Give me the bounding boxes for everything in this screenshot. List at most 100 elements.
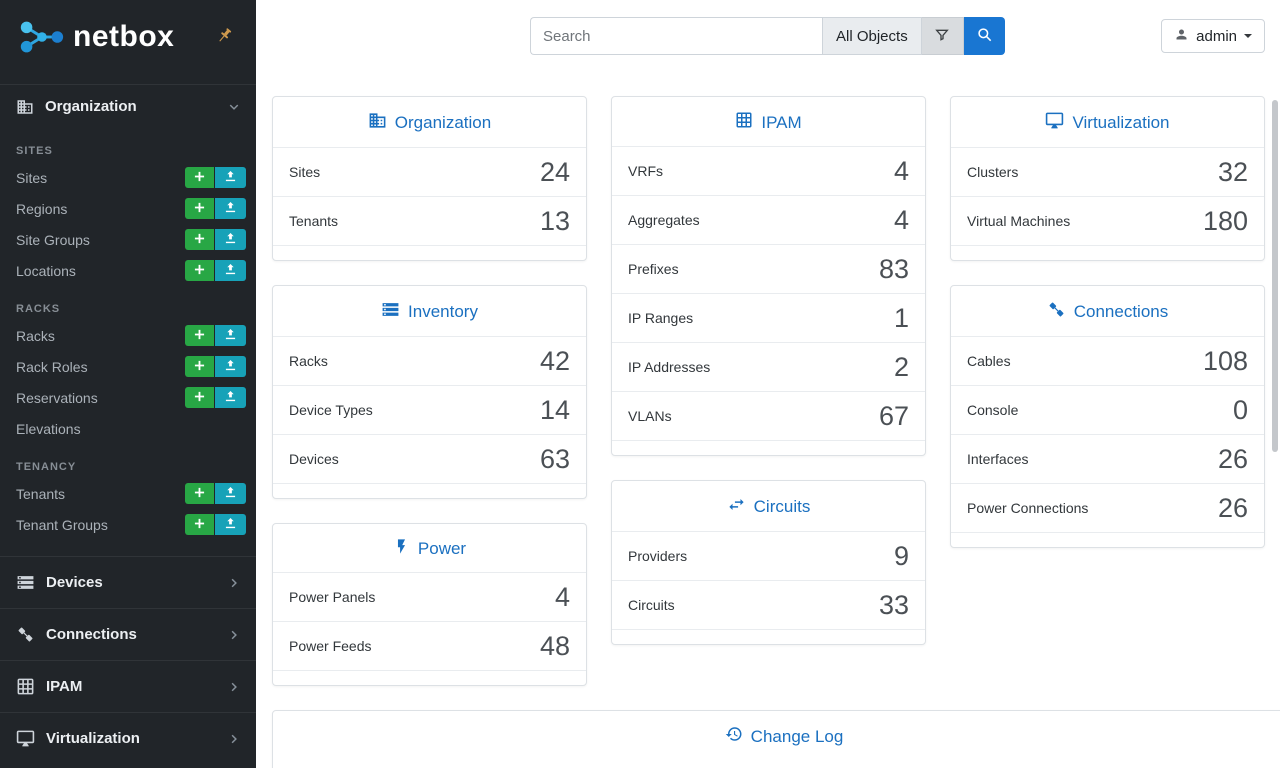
import-button[interactable] bbox=[215, 198, 246, 219]
organization-card-title[interactable]: Organization bbox=[273, 97, 586, 148]
main-content: All Objects admin bbox=[256, 0, 1280, 768]
stat-value[interactable]: 48 bbox=[539, 631, 570, 661]
stat-value[interactable]: 83 bbox=[878, 254, 909, 284]
stat-label: Aggregates bbox=[628, 212, 700, 228]
sidebar-menu-label: Virtualization bbox=[46, 730, 140, 747]
sidebar: netbox Organization SITES bbox=[0, 0, 256, 768]
stat-value[interactable]: 26 bbox=[1217, 493, 1248, 523]
import-button[interactable] bbox=[215, 325, 246, 346]
import-button[interactable] bbox=[215, 387, 246, 408]
upload-icon bbox=[225, 359, 236, 374]
card-title-text: Organization bbox=[394, 113, 492, 132]
import-button[interactable] bbox=[215, 229, 246, 250]
stat-value[interactable]: 42 bbox=[539, 346, 570, 376]
stat-value[interactable]: 14 bbox=[539, 395, 570, 425]
stat-value[interactable]: 67 bbox=[878, 401, 909, 431]
stat-value[interactable]: 2 bbox=[893, 352, 909, 382]
add-button[interactable] bbox=[185, 229, 214, 250]
stat-row: Power Feeds 48 bbox=[273, 622, 586, 671]
stat-row: Devices 63 bbox=[273, 435, 586, 484]
stat-label: Racks bbox=[289, 353, 328, 369]
power-icon bbox=[393, 538, 410, 560]
sidebar-item-label: Regions bbox=[16, 200, 68, 217]
add-button[interactable] bbox=[185, 260, 214, 281]
stat-value[interactable]: 13 bbox=[539, 206, 570, 236]
stat-value[interactable]: 33 bbox=[878, 590, 909, 620]
import-button[interactable] bbox=[215, 356, 246, 377]
add-button[interactable] bbox=[185, 198, 214, 219]
ipam-card: IPAM VRFs 4 Aggregates 4 Prefixes 83 IP … bbox=[611, 96, 926, 456]
add-button[interactable] bbox=[185, 387, 214, 408]
changelog-card-title[interactable]: Change Log bbox=[273, 711, 1280, 760]
netbox-logo-icon[interactable] bbox=[16, 16, 66, 58]
stat-value[interactable]: 9 bbox=[893, 541, 909, 571]
sidebar-item-reservations[interactable]: Reservations bbox=[0, 382, 256, 413]
search-submit-button[interactable] bbox=[963, 17, 1005, 55]
stat-value[interactable]: 180 bbox=[1202, 206, 1248, 236]
circuits-icon bbox=[727, 495, 746, 519]
add-button[interactable] bbox=[185, 483, 214, 504]
import-button[interactable] bbox=[215, 260, 246, 281]
stat-row: Providers 9 bbox=[612, 532, 925, 581]
stat-value[interactable]: 4 bbox=[554, 582, 570, 612]
sidebar-item-site-groups[interactable]: Site Groups bbox=[0, 224, 256, 255]
stat-value[interactable]: 4 bbox=[893, 205, 909, 235]
connections-card-title[interactable]: Connections bbox=[951, 286, 1264, 337]
logo-wordmark[interactable]: netbox bbox=[73, 20, 175, 53]
circuits-card-title[interactable]: Circuits bbox=[612, 481, 925, 532]
stat-label: Tenants bbox=[289, 213, 339, 229]
stat-value[interactable]: 0 bbox=[1232, 395, 1248, 425]
virtualization-icon bbox=[1045, 111, 1064, 135]
stat-value[interactable]: 108 bbox=[1202, 346, 1248, 376]
power-card-title[interactable]: Power bbox=[273, 524, 586, 573]
sidebar-item-label: Racks bbox=[16, 327, 55, 344]
sidebar-item-sites[interactable]: Sites bbox=[0, 162, 256, 193]
inventory-icon bbox=[381, 300, 400, 324]
import-button[interactable] bbox=[215, 167, 246, 188]
organization-card: Organization Sites 24 Tenants 13 bbox=[272, 96, 587, 261]
search-bar: All Objects bbox=[530, 17, 1005, 55]
add-button[interactable] bbox=[185, 167, 214, 188]
sidebar-menu-connections[interactable]: Connections bbox=[0, 608, 256, 660]
logo-row: netbox bbox=[0, 0, 256, 84]
stat-value[interactable]: 63 bbox=[539, 444, 570, 474]
object-type-select[interactable]: All Objects bbox=[822, 17, 922, 55]
sidebar-group-heading-sites: SITES bbox=[16, 145, 53, 157]
dashboard: Organization Sites 24 Tenants 13 Invento… bbox=[256, 71, 1280, 686]
import-button[interactable] bbox=[215, 514, 246, 535]
sidebar-menu-ipam[interactable]: IPAM bbox=[0, 660, 256, 712]
sidebar-item-rack-roles[interactable]: Rack Roles bbox=[0, 351, 256, 382]
inventory-card-title[interactable]: Inventory bbox=[273, 286, 586, 337]
sidebar-item-elevations[interactable]: Elevations bbox=[0, 413, 256, 444]
virtualization-card-title[interactable]: Virtualization bbox=[951, 97, 1264, 148]
sidebar-item-tenants[interactable]: Tenants bbox=[0, 478, 256, 509]
add-button[interactable] bbox=[185, 514, 214, 535]
sidebar-menu-organization[interactable]: Organization bbox=[0, 84, 256, 128]
stat-value[interactable]: 32 bbox=[1217, 157, 1248, 187]
card-title-text: Power bbox=[417, 539, 467, 558]
ipam-card-title[interactable]: IPAM bbox=[612, 97, 925, 147]
sidebar-item-tenant-groups[interactable]: Tenant Groups bbox=[0, 509, 256, 540]
stat-row: Racks 42 bbox=[273, 337, 586, 386]
stat-value[interactable]: 26 bbox=[1217, 444, 1248, 474]
card-title-text: Connections bbox=[1073, 302, 1169, 321]
stat-value[interactable]: 1 bbox=[893, 303, 909, 333]
sidebar-pin-button[interactable] bbox=[215, 26, 234, 45]
stat-row: Aggregates 4 bbox=[612, 196, 925, 245]
sidebar-menu-virtualization[interactable]: Virtualization bbox=[0, 712, 256, 764]
sidebar-item-locations[interactable]: Locations bbox=[0, 255, 256, 286]
import-button[interactable] bbox=[215, 483, 246, 504]
add-button[interactable] bbox=[185, 325, 214, 346]
stat-label: Interfaces bbox=[967, 451, 1029, 467]
stat-value[interactable]: 4 bbox=[893, 156, 909, 186]
user-menu-button[interactable]: admin bbox=[1161, 19, 1265, 53]
sidebar-menu-devices[interactable]: Devices bbox=[0, 556, 256, 608]
search-input[interactable] bbox=[530, 17, 822, 55]
sidebar-item-racks[interactable]: Racks bbox=[0, 320, 256, 351]
plus-icon bbox=[194, 359, 205, 374]
sidebar-item-regions[interactable]: Regions bbox=[0, 193, 256, 224]
filter-button[interactable] bbox=[921, 17, 964, 55]
add-button[interactable] bbox=[185, 356, 214, 377]
stat-value[interactable]: 24 bbox=[539, 157, 570, 187]
scrollbar[interactable] bbox=[1272, 100, 1278, 452]
